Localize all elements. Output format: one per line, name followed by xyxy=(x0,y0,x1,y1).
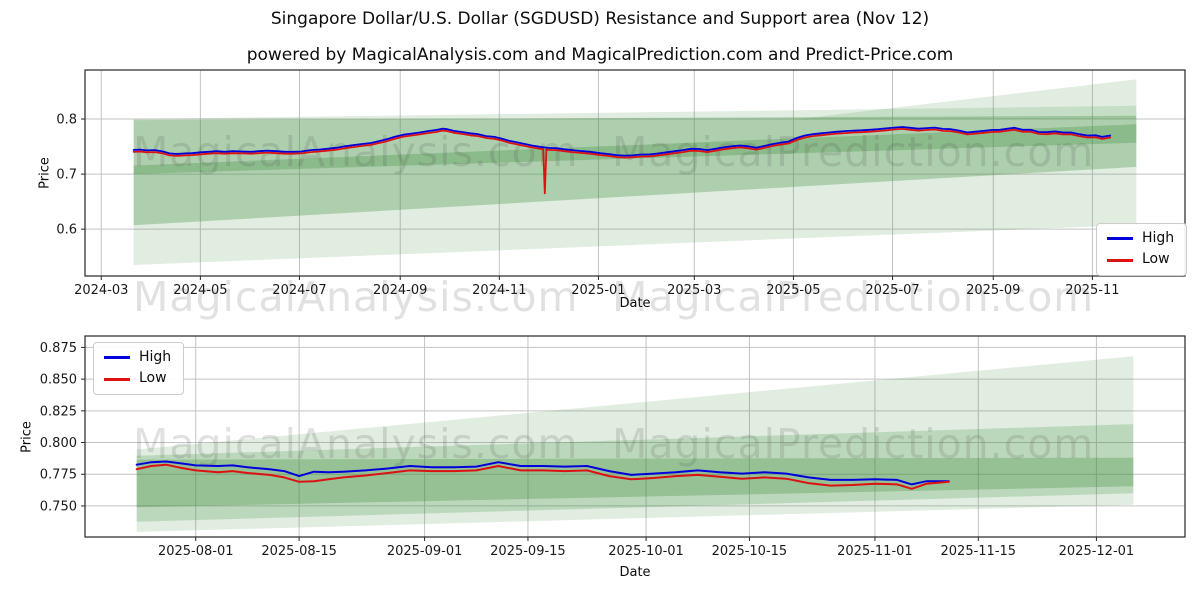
series-high-line xyxy=(135,460,950,486)
y-tick-label: 0.7 xyxy=(56,168,77,183)
x-tick-label: 2025-10-01 xyxy=(608,544,684,559)
watermark-text: MagicalAnalysis.com xyxy=(133,420,579,468)
y-tick-label: 0.6 xyxy=(56,223,77,238)
x-tick-label: 2024-09 xyxy=(373,283,427,298)
x-tick-label: 2025-07 xyxy=(865,283,919,298)
band-middle-band xyxy=(136,424,1134,522)
y-tick-label: 0.875 xyxy=(40,341,77,356)
x-tick-label: 2025-08-01 xyxy=(158,544,234,559)
high-line-swatch xyxy=(104,356,130,360)
x-axis-label-top: Date xyxy=(619,296,651,311)
axes-frame xyxy=(84,335,1186,538)
watermark-text: MagicalAnalysis.com xyxy=(133,273,579,321)
figure-title: Singapore Dollar/U.S. Dollar (SGDUSD) Re… xyxy=(270,9,930,29)
x-tick-label: 2024-05 xyxy=(173,283,227,298)
y-tick-label: 0.800 xyxy=(40,436,77,451)
x-tick-label: 2025-08-15 xyxy=(261,544,337,559)
legend-entry-high: High xyxy=(104,349,172,365)
y-tick-label: 0.825 xyxy=(40,404,77,419)
x-tick-label: 2025-05 xyxy=(766,283,820,298)
x-tick-label: 2025-11-01 xyxy=(837,544,913,559)
watermark-text: MagicalPrediction.com xyxy=(612,128,1094,176)
x-tick-label: 2025-09-01 xyxy=(387,544,463,559)
axes-frame-layer: 2024-03 2024-05 2024-07 2024-09 2024-11 2025-… xyxy=(40,69,1186,559)
x-tick-label: 2025-11 xyxy=(1065,283,1119,298)
watermark-text: MagicalPrediction.com xyxy=(612,420,1094,468)
legend-bottom-chart: High Low xyxy=(93,342,185,395)
series-lines-layer xyxy=(132,126,1112,490)
legend-low-label: Low xyxy=(139,370,167,387)
x-tick-label: 2025-01 xyxy=(571,283,625,298)
x-tick-label: 2025-11-15 xyxy=(941,544,1017,559)
band-inner-band xyxy=(133,124,1137,175)
legend-top-chart: High Low xyxy=(1096,223,1188,276)
x-tick-label: 2025-12-01 xyxy=(1059,544,1135,559)
x-tick-label: 2025-09 xyxy=(966,283,1020,298)
y-tick-label: 0.850 xyxy=(40,373,77,388)
figure-subtitle: powered by MagicalAnalysis.com and Magic… xyxy=(246,45,954,65)
series-low-line xyxy=(135,463,950,490)
band-middle-band xyxy=(133,115,1137,226)
low-line-swatch xyxy=(1107,258,1133,262)
y-axis-label-top: Price xyxy=(37,157,53,189)
x-axis-label-bottom: Date xyxy=(619,565,651,580)
series-high-line xyxy=(132,126,1112,157)
x-tick-label: 2024-07 xyxy=(272,283,326,298)
band-inner-band xyxy=(136,457,1134,508)
y-tick-label: 0.750 xyxy=(40,499,77,514)
legend-high-label: High xyxy=(1142,230,1175,246)
band-outer-support-resistance xyxy=(136,356,1134,532)
x-tick-label: 2025-10-15 xyxy=(712,544,788,559)
band-upper-expansion-wedge xyxy=(793,79,1137,120)
x-tick-label: 2025-09-15 xyxy=(490,544,566,559)
axes-frame xyxy=(84,69,1186,277)
watermarks-layer: MagicalAnalysis.com MagicalPrediction.com… xyxy=(133,128,1094,468)
x-tick-label: 2024-11 xyxy=(472,283,526,298)
band-outer-support-resistance xyxy=(133,105,1137,265)
x-tick-label: 2024-03 xyxy=(74,283,128,298)
y-tick-label: 0.8 xyxy=(56,113,77,128)
legend-entry-low: Low xyxy=(1107,251,1174,268)
legend-entry-high: High xyxy=(1107,230,1175,246)
y-tick-label: 0.775 xyxy=(40,468,77,483)
legend-high-label: High xyxy=(139,349,172,365)
high-line-swatch xyxy=(1107,237,1133,241)
y-axis-label-bottom: Price xyxy=(19,421,35,453)
legend-entry-low: Low xyxy=(104,370,171,387)
watermark-text: MagicalPrediction.com xyxy=(612,273,1094,321)
x-tick-label: 2025-03 xyxy=(667,283,721,298)
support-resistance-bands-layer xyxy=(133,79,1137,532)
series-low-line xyxy=(132,127,1112,195)
legend-low-label: Low xyxy=(1142,251,1170,268)
low-line-swatch xyxy=(104,377,130,381)
